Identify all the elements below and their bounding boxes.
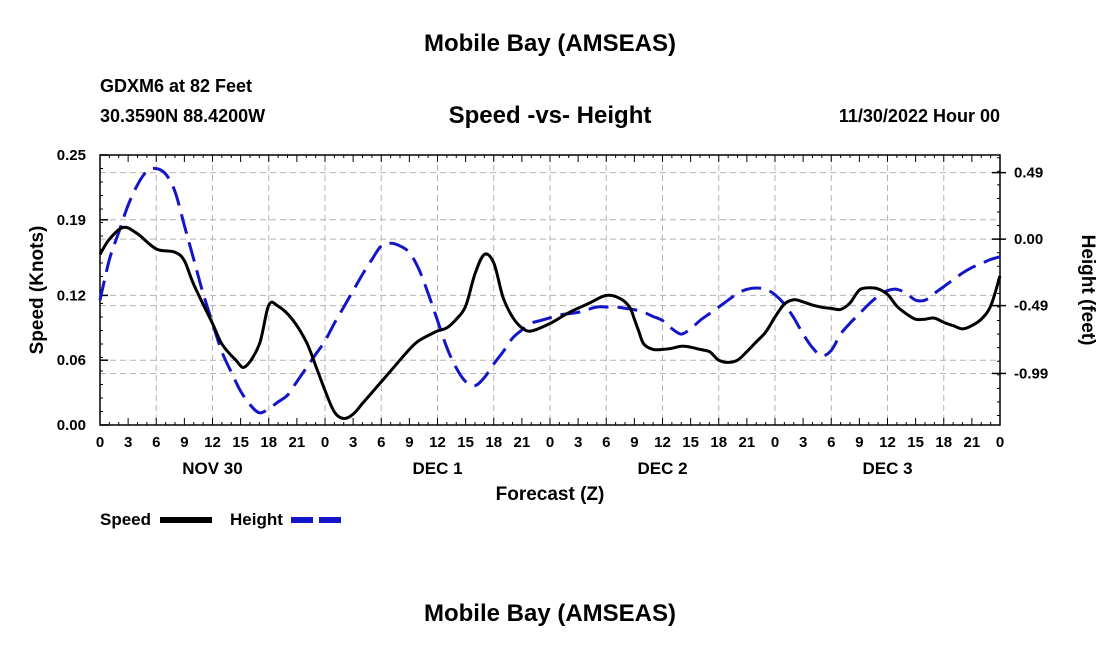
x-tick-label: 6 — [152, 434, 160, 451]
x-tick-label: 3 — [124, 434, 132, 451]
height-series-line — [98, 166, 1001, 415]
x-tick-label: 15 — [457, 434, 474, 451]
x-tick-label: 21 — [964, 434, 981, 451]
x-tick-label: 0 — [546, 434, 554, 451]
x-tick-label: 0 — [321, 434, 329, 451]
y-tick-label: 0.19 — [57, 212, 86, 229]
day-label: DEC 2 — [637, 459, 687, 478]
x-tick-label: 15 — [907, 434, 924, 451]
chart-title: Mobile Bay (AMSEAS) — [423, 30, 677, 57]
x-tick-label: 9 — [405, 434, 413, 451]
series — [98, 166, 1002, 421]
x-tick-label: 12 — [879, 434, 896, 451]
day-label: DEC 1 — [412, 459, 462, 478]
speed-height-chart: 0 3 6 9 12 15 18 21 0 3 6 9 12 15 18 21 0 3 6 9 12 15 18 21 0 3 6 9… — [27, 147, 1098, 529]
x-tick-label: 18 — [485, 434, 502, 451]
y2-axis-title: Height (feet) — [1077, 235, 1098, 346]
day-label: DEC 3 — [862, 459, 912, 478]
x-tick-label: 12 — [429, 434, 446, 451]
x-tick-label: 3 — [349, 434, 357, 451]
x-tick-label: 21 — [514, 434, 531, 451]
x-tick-label: 0 — [771, 434, 779, 451]
station-label: GDXM6 at 82 Feet — [100, 76, 253, 96]
x-tick-label: 21 — [289, 434, 306, 451]
x-tick-label: 18 — [710, 434, 727, 451]
y2-tick-label: 0.49 — [1014, 165, 1043, 182]
y-tick-label: 0.00 — [57, 417, 86, 434]
y2-tick-label: -0.99 — [1014, 365, 1048, 382]
x-tick-label: 15 — [682, 434, 699, 451]
x-tick-label: 6 — [827, 434, 835, 451]
x-tick-label: 9 — [630, 434, 638, 451]
x-tick-label: 6 — [602, 434, 610, 451]
y2-tick-label: -0.49 — [1014, 298, 1048, 315]
x-tick-label: 21 — [739, 434, 756, 451]
forecast-datetime: 11/30/2022 Hour 00 — [838, 106, 1000, 126]
station-coordinates: 30.3590N 88.4200W — [100, 106, 266, 126]
legend-speed-label: Speed — [100, 510, 151, 529]
x-tick-label: 0 — [96, 434, 104, 451]
x-tick-label: 6 — [377, 434, 385, 451]
x-tick-label: 3 — [799, 434, 807, 451]
y-tick-label: 0.06 — [57, 352, 86, 369]
x-tick-label: 12 — [204, 434, 221, 451]
axes: 0 3 6 9 12 15 18 21 0 3 6 9 12 15 18 21 0 3 6 9 12 15 18 21 0 3 6 9… — [57, 147, 1048, 478]
x-tick-label: 9 — [855, 434, 863, 451]
y-axis-title: Speed (Knots) — [27, 226, 48, 355]
chart-subtitle: Speed -vs- Height — [448, 102, 652, 129]
speed-series-line — [98, 225, 1002, 421]
x-tick-label: 0 — [996, 434, 1004, 451]
grid — [100, 155, 1000, 425]
y-tick-label: 0.12 — [57, 287, 86, 304]
y-tick-label: 0.25 — [57, 147, 86, 164]
x-tick-label: 3 — [574, 434, 582, 451]
legend-height-label: Height — [230, 510, 283, 529]
x-tick-label: 9 — [180, 434, 188, 451]
day-label: NOV 30 — [182, 459, 242, 478]
x-tick-label: 12 — [654, 434, 671, 451]
x-tick-label: 18 — [935, 434, 952, 451]
y2-tick-label: 0.00 — [1014, 231, 1043, 248]
x-axis-title: Forecast (Z) — [496, 484, 605, 505]
x-tick-label: 18 — [260, 434, 277, 451]
axis-labels: Forecast (Z) Speed (Knots) Height (feet) — [27, 226, 1098, 505]
footer-title: Mobile Bay (AMSEAS) — [423, 600, 677, 627]
x-tick-label: 15 — [232, 434, 249, 451]
legend: Speed Height — [100, 510, 343, 529]
